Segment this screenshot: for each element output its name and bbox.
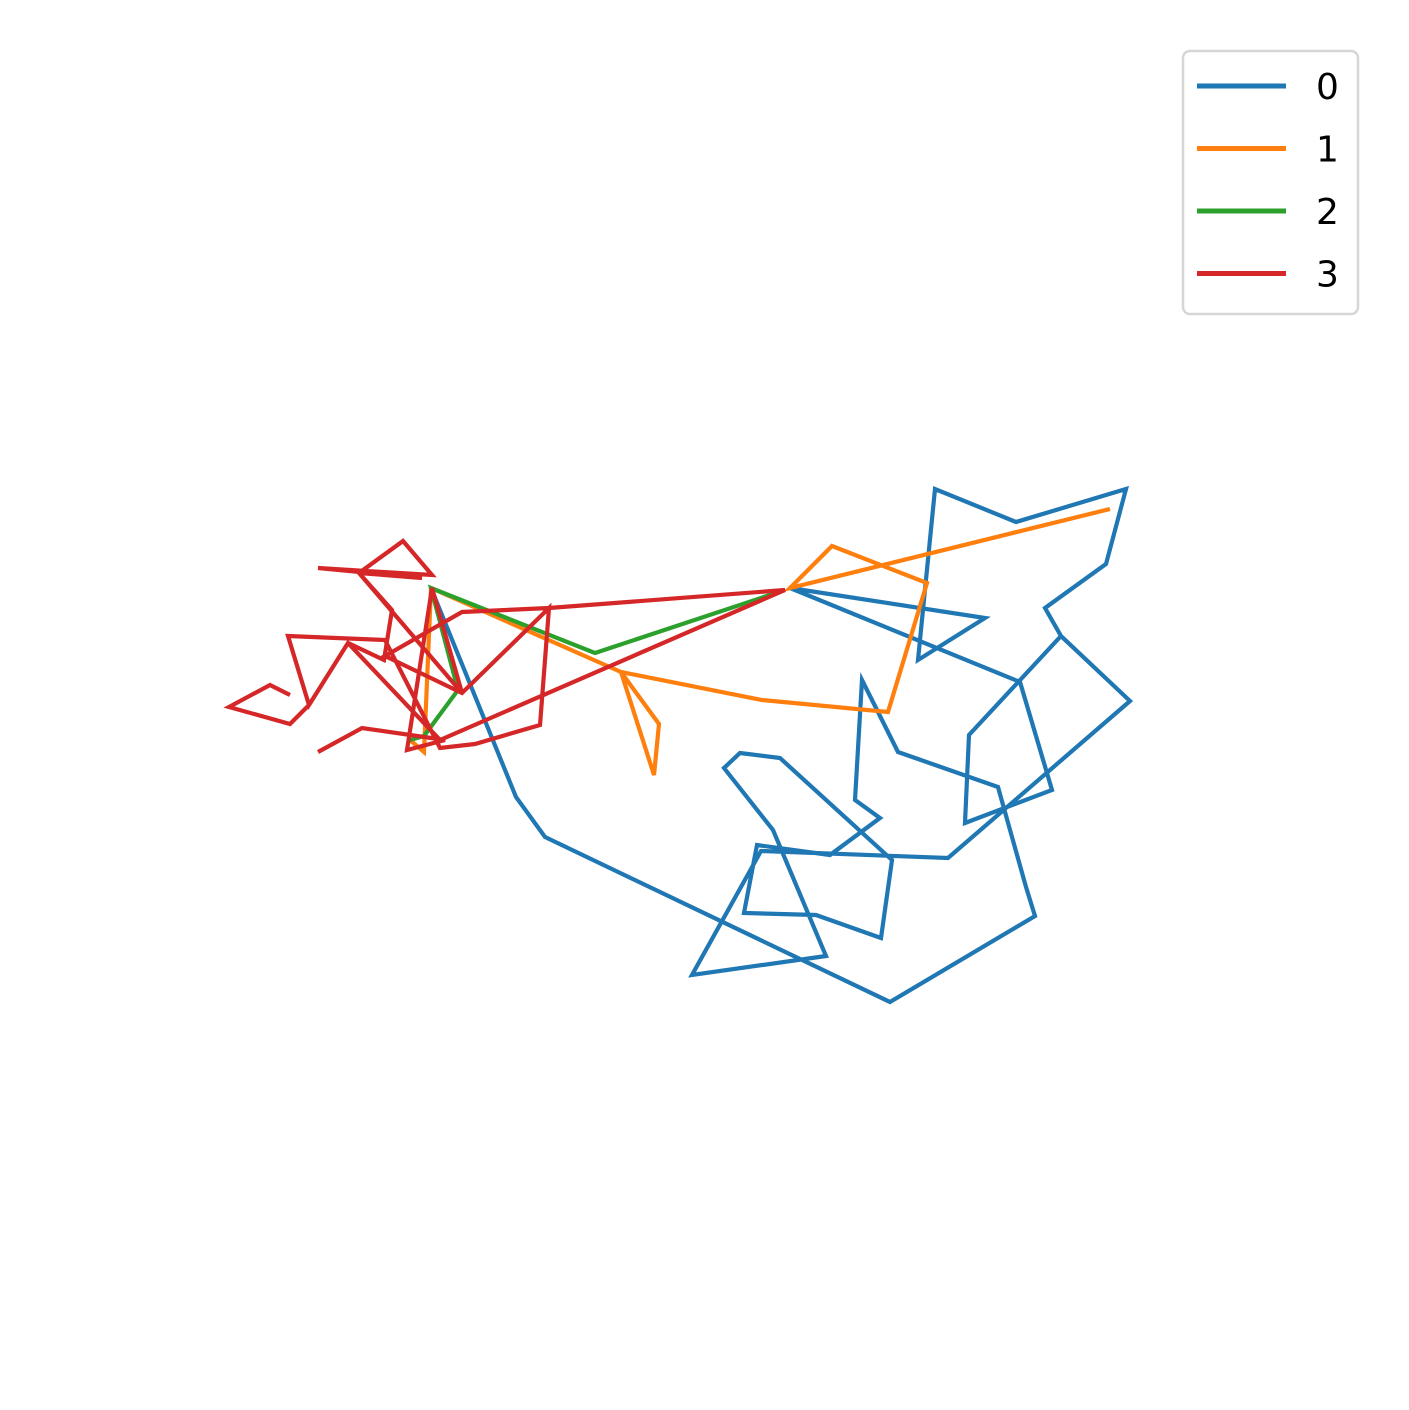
series-line-0 [429,485,1134,1005]
legend-entry-2: 2 [1197,192,1339,233]
legend-label-1: 1 [1316,130,1339,171]
legend-entries: 0 1 2 3 [1197,67,1339,296]
legend-entry-0: 0 [1197,67,1339,108]
legend-label-3: 3 [1316,255,1339,296]
legend-frame [1181,49,1360,316]
legend-entry-3: 3 [1197,255,1339,296]
series-line-3 [223,538,786,754]
legend-entry-1: 1 [1197,130,1339,171]
legend: 0 1 2 3 [1181,49,1360,316]
legend-label-0: 0 [1316,67,1339,108]
legend-label-2: 2 [1316,192,1339,233]
plot-area [223,485,1134,1005]
